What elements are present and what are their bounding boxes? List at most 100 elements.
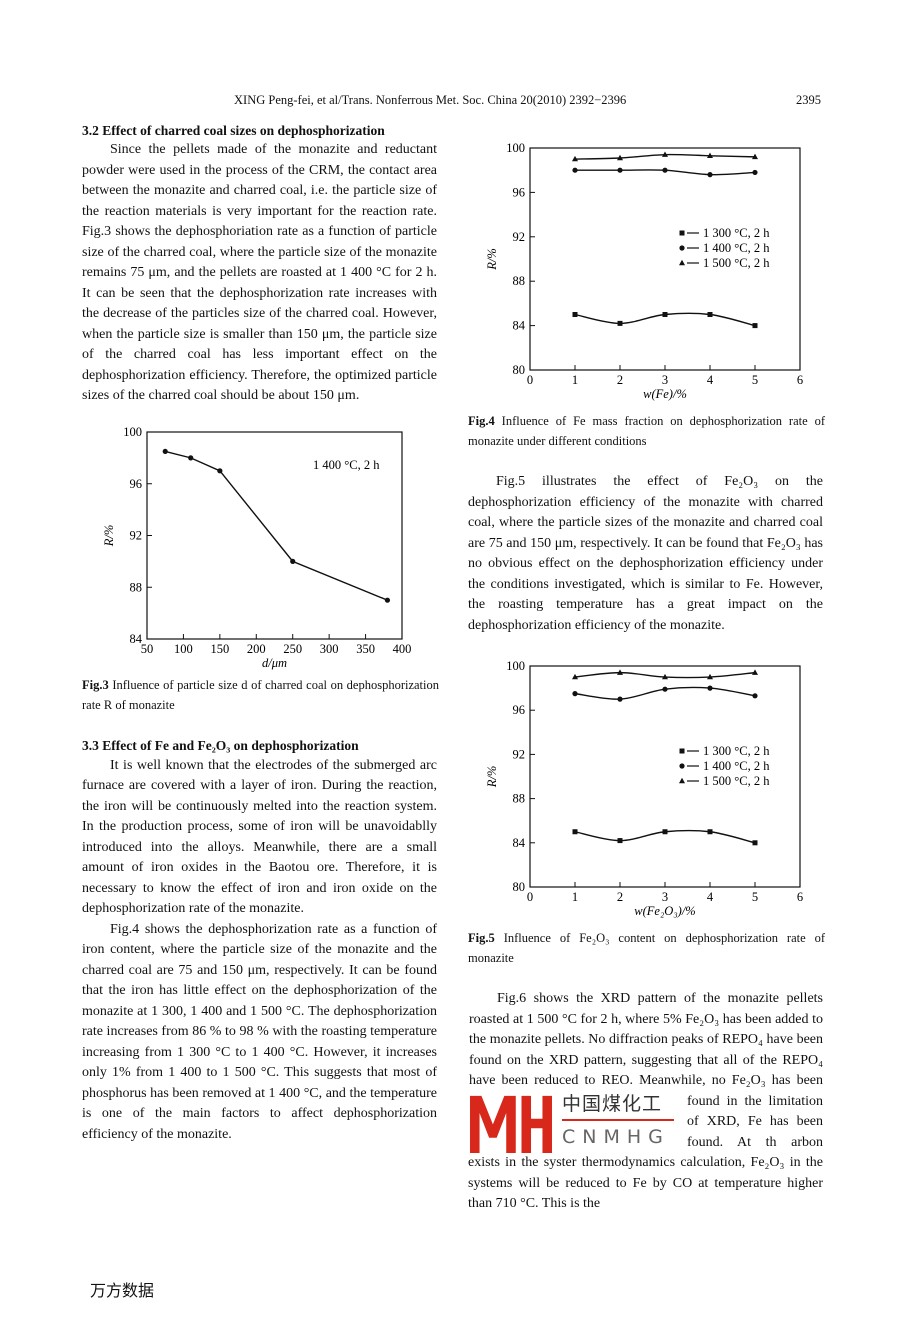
legend-label: 1 400 °C, 2 h <box>703 759 770 773</box>
left-column: 3.2 Effect of charred coal sizes on deph… <box>82 121 439 1145</box>
page-number: 2395 <box>796 93 821 107</box>
y-tick-label: 88 <box>130 580 143 594</box>
data-point <box>752 323 758 329</box>
y-axis-label: R/% <box>102 524 116 547</box>
data-point <box>707 312 713 317</box>
figure-label: Fig.5 <box>468 931 495 945</box>
y-axis-label: R/% <box>485 766 499 789</box>
x-tick-label: 350 <box>356 642 375 656</box>
data-point <box>707 673 713 680</box>
data-point <box>188 454 194 460</box>
data-point <box>662 151 668 157</box>
x-tick-label: 2 <box>617 373 623 387</box>
data-point <box>572 691 578 697</box>
y-tick-label: 100 <box>506 141 525 155</box>
section-heading-3-3: 3.3 Effect of Fe and Fe₂O₃ on dephosphor… <box>82 737 359 753</box>
data-point <box>662 829 668 835</box>
figure-5-caption: Fig.5 Influence of Fe₂O₃ content on deph… <box>468 928 825 968</box>
y-tick-label: 84 <box>130 632 143 646</box>
data-point <box>572 673 578 680</box>
caption-text: Influence of particle size d of charred … <box>82 677 440 712</box>
paragraph-text: Fig.6 shows the XRD pattern of the monaz… <box>468 991 823 1211</box>
figure-4-caption: Fig.4 Influence of Fe mass fraction on d… <box>468 411 825 451</box>
paragraph: It is well known that the electrodes of … <box>82 757 437 917</box>
legend-label: 1 300 °C, 2 h <box>703 226 770 240</box>
x-tick-label: 5 <box>752 890 758 904</box>
data-point <box>617 669 623 675</box>
chart-annotation: 1 400 °C, 2 h <box>313 458 380 472</box>
data-point <box>707 152 713 158</box>
series-line <box>165 450 388 601</box>
data-point <box>617 154 623 161</box>
y-tick-label: 88 <box>513 274 526 288</box>
figure-3-chart: 50 100 150 200 250 300 350 400 84 88 92 96 100 d/μm R/… <box>102 425 412 670</box>
y-tick-label: 96 <box>513 703 526 717</box>
y-tick-label: 92 <box>513 230 526 244</box>
data-point <box>384 597 391 603</box>
data-point <box>752 169 758 176</box>
x-tick-label: 6 <box>797 890 803 904</box>
x-tick-label: 3 <box>662 890 668 904</box>
x-tick-label: 0 <box>527 373 533 387</box>
data-point <box>617 838 623 844</box>
legend-label: 1 500 °C, 2 h <box>703 256 770 270</box>
x-tick-label: 0 <box>527 890 533 904</box>
data-point <box>290 558 296 564</box>
legend-marker <box>679 777 685 784</box>
y-tick-label: 84 <box>513 836 526 850</box>
watermark-latin: CNMHG <box>562 1125 670 1148</box>
legend-label: 1 500 °C, 2 h <box>703 774 770 788</box>
x-axis-label: d/μm <box>262 656 287 670</box>
x-tick-label: 6 <box>797 373 803 387</box>
legend-marker <box>679 748 685 754</box>
y-tick-label: 92 <box>513 747 526 761</box>
x-tick-label: 150 <box>210 642 229 656</box>
section-heading-3-2: 3.2 Effect of charred coal sizes on deph… <box>82 123 385 138</box>
y-tick-label: 84 <box>513 319 526 333</box>
caption-text: Influence of Fe₂O₃ content on dephosphor… <box>468 931 826 965</box>
x-tick-label: 250 <box>283 642 302 656</box>
data-point <box>662 673 668 680</box>
x-tick-label: 50 <box>141 642 154 656</box>
data-point <box>752 153 758 160</box>
y-tick-label: 80 <box>513 363 526 377</box>
figure-label: Fig.3 <box>82 677 109 692</box>
figure-5-chart: 0 1 2 3 4 5 6 80 84 88 92 96 100 w(Fe₂O₃)/% R/% 1 300 °… <box>485 659 803 918</box>
x-tick-label: 4 <box>707 890 714 904</box>
watermark-divider <box>562 1118 674 1121</box>
x-tick-label: 400 <box>393 642 412 656</box>
y-tick-label: 100 <box>506 659 525 673</box>
data-point <box>752 693 758 699</box>
x-tick-label: 300 <box>320 642 339 656</box>
data-point <box>617 696 623 702</box>
data-point <box>572 312 578 317</box>
data-point <box>572 829 578 835</box>
data-point <box>662 167 668 173</box>
data-point <box>617 320 623 326</box>
data-point <box>707 685 713 691</box>
data-point <box>662 686 668 692</box>
x-axis-label: w(Fe)/% <box>643 387 687 401</box>
data-point <box>217 467 223 473</box>
paragraph: Fig.4 shows the dephosphorization rate a… <box>82 921 437 1142</box>
legend-label: 1 300 °C, 2 h <box>703 744 770 758</box>
legend-label: 1 400 °C, 2 h <box>703 241 770 255</box>
x-tick-label: 4 <box>707 373 714 387</box>
legend-marker <box>679 230 685 236</box>
x-tick-label: 2 <box>617 890 623 904</box>
watermark: 中国煤化工 CNMHG <box>468 1092 683 1154</box>
paragraph: Since the pellets made of the monazite a… <box>82 142 437 403</box>
paragraph: Fig.5 illustrates the effect of Fe₂O₃ on… <box>468 474 823 633</box>
figure-3-caption: Fig.3 Influence of particle size d of ch… <box>82 675 439 715</box>
legend-marker <box>679 259 685 266</box>
data-point <box>162 448 168 454</box>
y-tick-label: 96 <box>130 476 143 490</box>
y-tick-label: 88 <box>513 792 526 806</box>
x-tick-label: 200 <box>247 642 266 656</box>
y-tick-label: 96 <box>513 185 526 199</box>
data-point <box>752 669 758 675</box>
running-header: XING Peng-fei, et al/Trans. Nonferrous M… <box>234 93 627 107</box>
right-column: 0 1 2 3 4 5 6 80 84 88 92 96 100 w(Fe)/% R/% 1 300 °C, … <box>468 135 825 1215</box>
data-point <box>707 829 713 835</box>
